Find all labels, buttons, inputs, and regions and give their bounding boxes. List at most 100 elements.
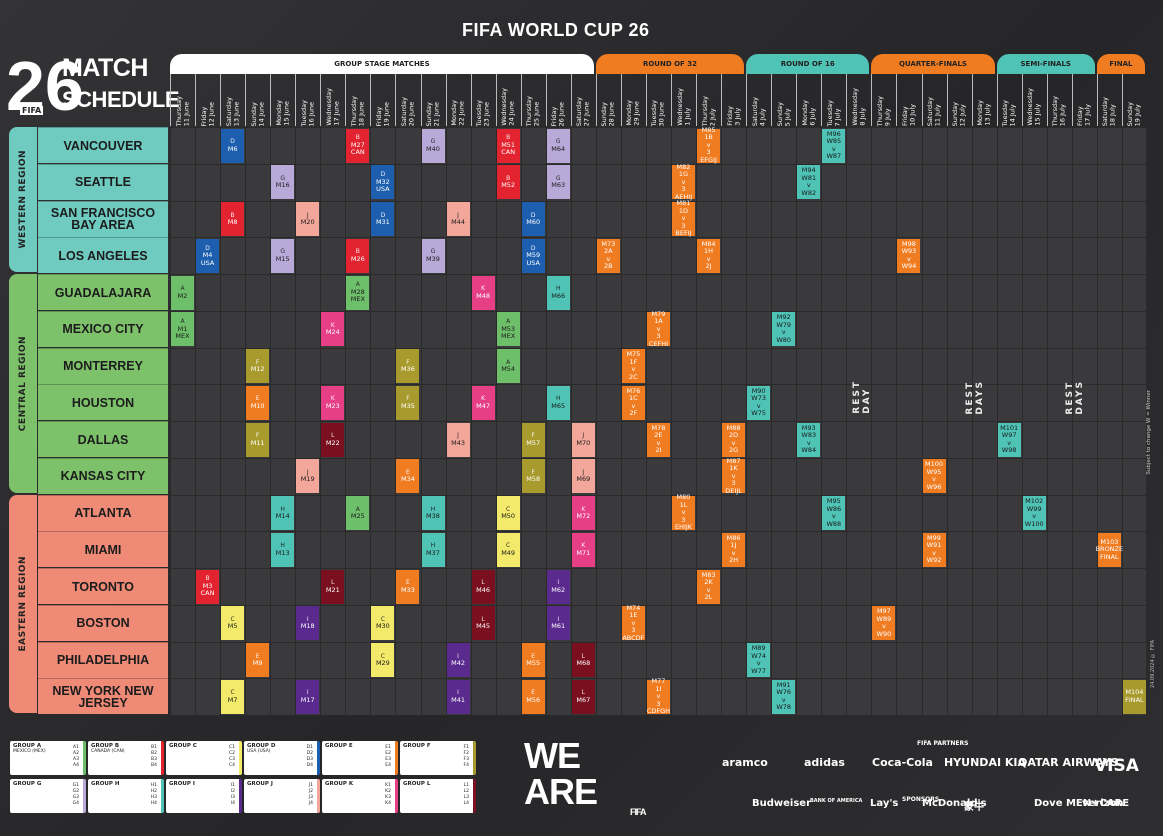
- match-group-letter: I: [557, 615, 560, 623]
- match-label: M24: [325, 328, 340, 337]
- legend-teams: B1 B2 B3 B4: [151, 745, 157, 769]
- match-cell: B M52: [496, 165, 520, 200]
- grid-row: [170, 531, 1146, 568]
- match-cell: D M31: [371, 202, 395, 236]
- slogan-line1: WE: [524, 735, 581, 776]
- match-cell: E M56: [521, 679, 545, 714]
- legend-group: GROUP J J1 J2 J3 J4: [244, 779, 320, 813]
- match-cell: C M29: [371, 643, 395, 677]
- legend-team: C1: [228, 745, 235, 750]
- partner-logo: VISA: [1094, 756, 1139, 776]
- city-label: BOSTON: [38, 604, 168, 641]
- match-group-letter: I: [557, 579, 560, 586]
- match-group-letter: H: [430, 505, 436, 513]
- match-label: M26: [350, 254, 365, 263]
- match-cell: G M40: [421, 128, 445, 163]
- match-group-letter: I: [457, 689, 459, 697]
- match-group-letter: E: [531, 652, 536, 660]
- legend-group-title: GROUP A: [13, 743, 42, 749]
- match-group-letter: A: [355, 281, 360, 289]
- grid-divider: [495, 127, 497, 715]
- match-cell: C M30: [371, 606, 395, 641]
- legend-group: GROUP B CANADA (CAN) B1 B2 B3 B4: [88, 741, 164, 775]
- day-label: Sunday 14 June: [249, 101, 266, 127]
- match-cell: K M72: [571, 496, 595, 530]
- match-label: M83 2K v 2L: [701, 570, 716, 601]
- match-label: M1 MEX: [175, 324, 190, 340]
- match-cell: M94 W81 v W82: [797, 165, 821, 200]
- match-cell: J M69: [571, 459, 595, 494]
- match-label: M88 2D v 2G: [726, 423, 741, 454]
- match-cell: M88 2D v 2G: [722, 422, 746, 457]
- match-group-letter: A: [506, 318, 511, 325]
- legend-team: F3: [463, 757, 469, 762]
- match-cell: H M65: [546, 385, 570, 420]
- match-cell: C M49: [496, 532, 520, 567]
- we-are-26-logo: WE ARE FIFA: [524, 738, 672, 818]
- day-header: Saturday 20 June: [395, 74, 420, 126]
- legend-team: D4: [306, 763, 313, 768]
- day-label: Monday 15 June: [274, 100, 291, 126]
- match-cell: G M16: [271, 165, 295, 200]
- match-cell: K M24: [321, 312, 345, 347]
- match-cell: M103 BRONZE FINAL: [1096, 532, 1123, 567]
- city-label: KANSAS CITY: [38, 457, 168, 494]
- day-header: Sunday 19 July: [1121, 74, 1147, 126]
- match-group-letter: D: [380, 171, 386, 178]
- legend-team: K4: [385, 801, 391, 806]
- legend-team: K1: [385, 783, 391, 788]
- grid-divider: [821, 127, 823, 715]
- grid-row: [170, 237, 1146, 274]
- legend-group-title: GROUP L: [403, 781, 431, 787]
- match-cell: E M33: [396, 569, 420, 604]
- day-header: Monday 29 June: [620, 74, 646, 126]
- legend-team: A4: [73, 763, 79, 768]
- grid-row: [170, 641, 1146, 679]
- sponsors-area: FIFA PARTNERS SPONSORS aramco adidas Coca-…: [722, 740, 1152, 820]
- match-group-letter: C: [506, 505, 511, 513]
- match-group-letter: J: [306, 211, 309, 219]
- day-header: Wednesday 1 July: [671, 74, 696, 126]
- match-group-letter: F: [531, 468, 535, 476]
- grid-divider: [871, 127, 873, 715]
- legend-teams: C1 C2 C3 C4: [229, 745, 235, 769]
- match-cell: B M26: [346, 238, 370, 273]
- match-label: M66: [551, 291, 566, 300]
- legend-group: GROUP G G1 G2 G3 G4: [10, 779, 86, 813]
- match-label: M78 2E v 2I: [651, 423, 666, 454]
- match-cell: M95 W86 v W88: [822, 496, 846, 530]
- day-header: Thursday 25 June: [520, 74, 546, 126]
- grid-divider: [170, 127, 171, 715]
- match-label: M98 W93 v W94: [901, 239, 917, 271]
- city-label: GUADALAJARA: [38, 274, 168, 310]
- match-group-letter: H: [555, 285, 561, 292]
- match-cell: L M21: [321, 569, 345, 604]
- match-cell: K M47: [471, 385, 495, 420]
- day-header: Thursday 16 July: [1046, 74, 1072, 126]
- legend-team: A1: [73, 745, 79, 750]
- match-label: M17: [300, 695, 315, 704]
- grid-row: [170, 200, 1146, 238]
- match-cell: H M14: [271, 496, 295, 530]
- match-cell: M90 W73 v W75: [747, 385, 771, 420]
- city-label: MEXICO CITY: [38, 310, 168, 347]
- legend-group: GROUP C C1 C2 C3 C4: [166, 741, 242, 775]
- stage-header: ROUND OF 16: [746, 54, 870, 74]
- match-group-letter: C: [230, 615, 235, 623]
- match-group-letter: K: [581, 542, 586, 550]
- match-label: M68: [576, 659, 591, 667]
- match-label: M94 W81 v W82: [801, 166, 817, 197]
- match-cell: L M45: [471, 606, 495, 641]
- match-group-letter: G: [555, 138, 561, 145]
- match-cell: M81 1D v 3 BEFIJ: [672, 200, 695, 237]
- day-header: Monday 22 June: [445, 74, 471, 126]
- legend-team: G3: [72, 795, 79, 800]
- match-label: M43: [451, 438, 465, 447]
- match-label: M29: [375, 659, 390, 667]
- match-group-letter: L: [331, 579, 335, 586]
- match-label: M69: [576, 475, 591, 484]
- match-group-letter: F: [406, 395, 410, 403]
- grid-divider: [445, 127, 447, 715]
- partner-logo: adidas: [804, 756, 845, 769]
- match-label: M76 1C v 2F: [626, 386, 641, 418]
